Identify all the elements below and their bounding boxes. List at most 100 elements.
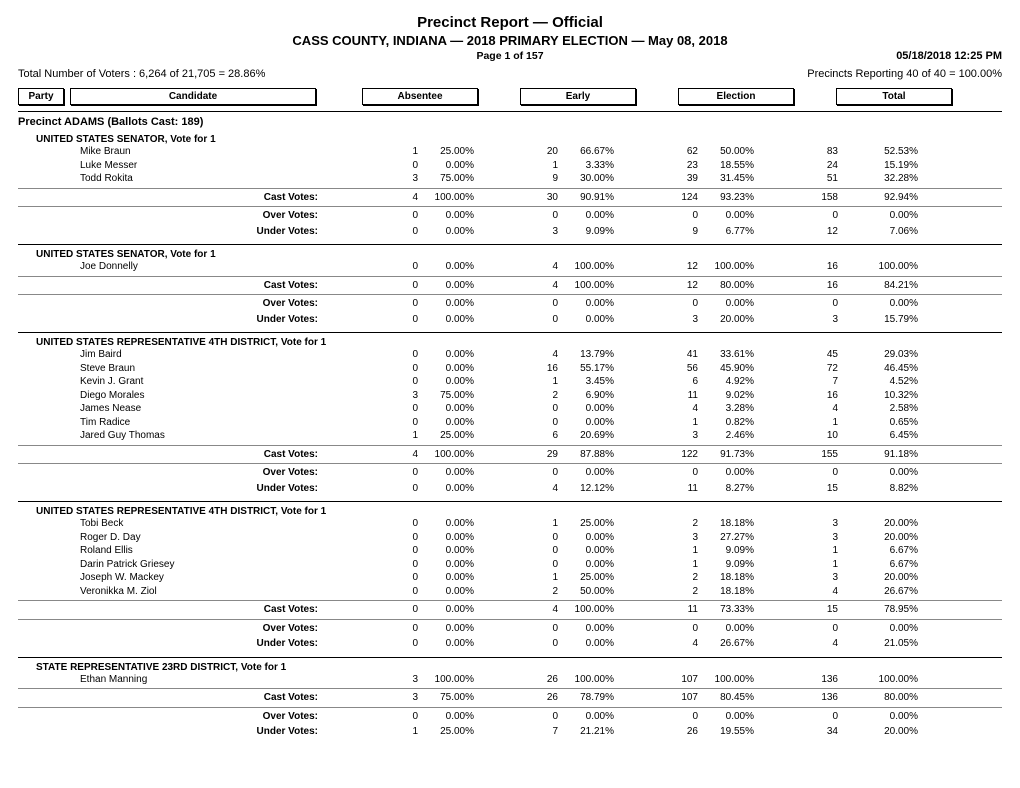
total-pct: 4.52% (838, 375, 918, 389)
total-count: 16 (778, 389, 838, 403)
total-count: 34 (778, 725, 838, 739)
early-count: 4 (498, 482, 558, 496)
divider (18, 206, 1002, 207)
early-count: 0 (498, 622, 558, 636)
column-headers: Party Candidate Absentee Early Election … (18, 88, 1002, 105)
early-pct: 25.00% (558, 517, 638, 531)
election-count: 41 (638, 348, 698, 362)
race-title: UNITED STATES REPRESENTATIVE 4TH DISTRIC… (36, 337, 1002, 348)
election-pct: 33.61% (698, 348, 778, 362)
candidate-row: Roger D. Day 0 0.00% 0 0.00% 3 27.27% 3 … (18, 531, 1002, 545)
row-label: Joe Donnelly (18, 260, 358, 274)
absentee-count: 1 (358, 429, 418, 443)
absentee-count: 0 (358, 159, 418, 173)
early-count: 0 (498, 416, 558, 430)
early-count: 1 (498, 571, 558, 585)
election-pct: 100.00% (698, 260, 778, 274)
divider (18, 188, 1002, 189)
header-candidate: Candidate (70, 88, 316, 105)
absentee-pct: 75.00% (418, 389, 498, 403)
summary-row: Cast Votes: 3 75.00% 26 78.79% 107 80.45… (18, 691, 1002, 705)
race-title: STATE REPRESENTATIVE 23RD DISTRICT, Vote… (36, 662, 1002, 673)
election-count: 3 (638, 313, 698, 327)
election-count: 0 (638, 209, 698, 223)
early-count: 3 (498, 225, 558, 239)
election-count: 1 (638, 558, 698, 572)
absentee-pct: 0.00% (418, 622, 498, 636)
summary-row: Cast Votes: 4 100.00% 29 87.88% 122 91.7… (18, 448, 1002, 462)
total-pct: 10.32% (838, 389, 918, 403)
election-count: 0 (638, 622, 698, 636)
row-label: Cast Votes: (18, 448, 358, 462)
election-count: 62 (638, 145, 698, 159)
candidate-row: Joseph W. Mackey 0 0.00% 1 25.00% 2 18.1… (18, 571, 1002, 585)
row-label: Over Votes: (18, 297, 358, 311)
row-label: Tobi Beck (18, 517, 358, 531)
total-pct: 84.21% (838, 279, 918, 293)
total-count: 7 (778, 375, 838, 389)
absentee-count: 0 (358, 517, 418, 531)
election-count: 124 (638, 191, 698, 205)
early-pct: 55.17% (558, 362, 638, 376)
early-pct: 0.00% (558, 209, 638, 223)
early-pct: 3.33% (558, 159, 638, 173)
absentee-pct: 0.00% (418, 637, 498, 651)
election-pct: 100.00% (698, 673, 778, 687)
absentee-count: 0 (358, 637, 418, 651)
election-count: 1 (638, 544, 698, 558)
absentee-count: 4 (358, 448, 418, 462)
row-label: Cast Votes: (18, 279, 358, 293)
early-pct: 0.00% (558, 313, 638, 327)
candidate-row: Veronikka M. Ziol 0 0.00% 2 50.00% 2 18.… (18, 585, 1002, 599)
election-count: 2 (638, 571, 698, 585)
absentee-count: 0 (358, 466, 418, 480)
header-election: Election (678, 88, 794, 105)
total-pct: 0.00% (838, 466, 918, 480)
row-label: Over Votes: (18, 710, 358, 724)
divider (18, 111, 1002, 112)
election-count: 107 (638, 691, 698, 705)
total-count: 45 (778, 348, 838, 362)
row-label: Jim Baird (18, 348, 358, 362)
header-absentee: Absentee (362, 88, 478, 105)
race-title: UNITED STATES REPRESENTATIVE 4TH DISTRIC… (36, 506, 1002, 517)
row-label: Diego Morales (18, 389, 358, 403)
absentee-pct: 0.00% (418, 313, 498, 327)
total-count: 3 (778, 531, 838, 545)
total-count: 158 (778, 191, 838, 205)
candidate-row: Jared Guy Thomas 1 25.00% 6 20.69% 3 2.4… (18, 429, 1002, 443)
row-label: Todd Rokita (18, 172, 358, 186)
absentee-count: 0 (358, 313, 418, 327)
election-pct: 0.00% (698, 710, 778, 724)
early-count: 0 (498, 558, 558, 572)
early-count: 1 (498, 517, 558, 531)
total-pct: 0.00% (838, 209, 918, 223)
absentee-pct: 25.00% (418, 725, 498, 739)
total-pct: 20.00% (838, 571, 918, 585)
precinct-title: Precinct ADAMS (Ballots Cast: 189) (18, 116, 1002, 128)
absentee-pct: 75.00% (418, 172, 498, 186)
header-party: Party (18, 88, 64, 105)
absentee-count: 0 (358, 225, 418, 239)
election-count: 4 (638, 637, 698, 651)
election-pct: 6.77% (698, 225, 778, 239)
summary-row: Under Votes: 1 25.00% 7 21.21% 26 19.55%… (18, 725, 1002, 739)
absentee-pct: 0.00% (418, 544, 498, 558)
absentee-pct: 100.00% (418, 673, 498, 687)
absentee-count: 0 (358, 375, 418, 389)
absentee-pct: 0.00% (418, 209, 498, 223)
row-label: Over Votes: (18, 622, 358, 636)
absentee-pct: 0.00% (418, 571, 498, 585)
candidate-row: Mike Braun 1 25.00% 20 66.67% 62 50.00% … (18, 145, 1002, 159)
early-count: 0 (498, 209, 558, 223)
early-pct: 78.79% (558, 691, 638, 705)
absentee-pct: 0.00% (418, 585, 498, 599)
divider (18, 600, 1002, 601)
summary-row: Over Votes: 0 0.00% 0 0.00% 0 0.00% 0 0.… (18, 466, 1002, 480)
early-count: 1 (498, 375, 558, 389)
summary-row: Under Votes: 0 0.00% 3 9.09% 9 6.77% 12 … (18, 225, 1002, 239)
early-count: 20 (498, 145, 558, 159)
election-pct: 0.00% (698, 622, 778, 636)
election-count: 11 (638, 603, 698, 617)
row-label: Kevin J. Grant (18, 375, 358, 389)
